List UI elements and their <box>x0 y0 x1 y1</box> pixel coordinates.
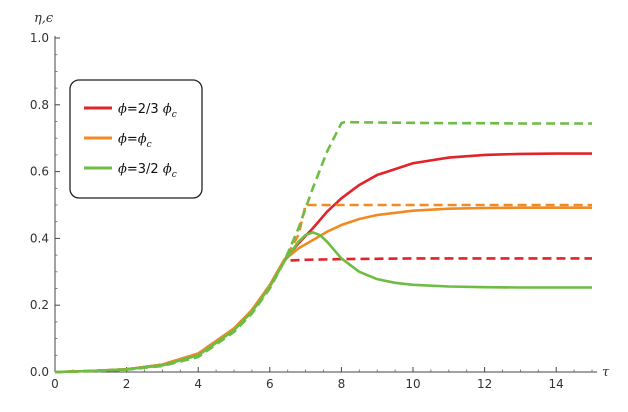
legend: ϕ=2/3 ϕc ϕ=ϕc ϕ=3/2 ϕc <box>69 79 203 199</box>
y-tick-label: 0.2 <box>30 298 49 312</box>
x-tick-label: 10 <box>405 377 420 391</box>
series-line-4-solid <box>54 231 592 374</box>
series-line-2-solid <box>54 206 592 374</box>
x-tick-label: 0 <box>51 377 59 391</box>
x-tick-label: 12 <box>477 377 492 391</box>
legend-entry-label: ϕ=2/3 ϕc <box>118 102 177 120</box>
series-line-1-dashed <box>54 257 592 374</box>
y-tick-label: 0.4 <box>30 231 49 245</box>
x-axis-label: τ <box>602 365 610 380</box>
y-tick-label: 0.6 <box>30 165 49 179</box>
x-tick-label: 8 <box>338 377 346 391</box>
y-axis-label: η,ϵ <box>34 11 54 26</box>
x-tick-label: 4 <box>194 377 202 391</box>
x-tick-label: 6 <box>266 377 274 391</box>
series-line-5-dashed <box>54 120 592 374</box>
legend-entry-label: ϕ=ϕc <box>118 132 152 150</box>
x-tick-label: 2 <box>123 377 131 391</box>
y-tick-label: 0.0 <box>30 365 49 379</box>
x-tick-label: 14 <box>549 377 564 391</box>
axes: 0 2 4 6 8 10 12 14 0.0 0.2 0.4 0.6 0.8 1.0 τ η,ϵ <box>30 11 610 391</box>
series-layer <box>54 120 592 374</box>
legend-entry-label: ϕ=3/2 ϕc <box>118 162 177 180</box>
y-tick-label: 1.0 <box>30 31 49 45</box>
y-tick-label: 0.8 <box>30 98 49 112</box>
